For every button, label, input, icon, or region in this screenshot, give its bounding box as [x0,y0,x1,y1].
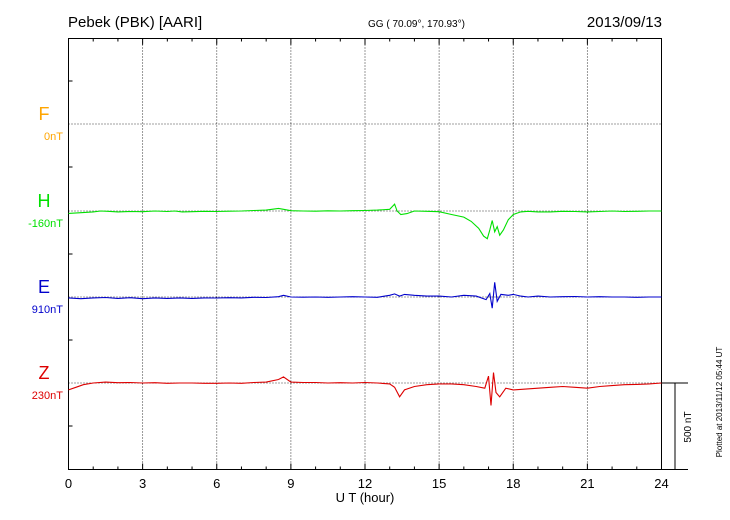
x-tick-label: 21 [580,476,594,491]
plotted-timestamp: Plotted at 2013/11/12 05:44 UT [715,347,724,458]
scale-bar: 500 nT [662,382,694,470]
component-label-z: Z [39,363,50,383]
coordinates-subtitle: GG ( 70.09°, 170.93°) [368,19,465,30]
baseline-label-e: 910nT [32,304,63,316]
grid-lines [68,38,662,470]
baseline-label-f: 0nT [44,131,63,143]
date-title: 2013/09/13 [587,14,662,31]
component-labels: F 0nT H -160nT E 910nT Z 230nT [28,104,63,402]
x-tick-label: 0 [65,476,72,491]
scale-bar-label: 500 nT [683,411,694,442]
x-tick-label: 9 [287,476,294,491]
x-axis-label: U T (hour) [336,490,395,505]
series-line-e [68,282,662,309]
x-tick-label: 6 [213,476,220,491]
baseline-label-h: -160nT [28,218,63,230]
x-tick-label: 24 [654,476,668,491]
baseline-label-z: 230nT [32,390,63,402]
station-title: Pebek (PBK) [AARI] [68,14,202,31]
x-tick-label: 3 [139,476,146,491]
component-label-h: H [38,191,51,211]
x-tick-label: 18 [506,476,520,491]
component-label-e: E [38,277,50,297]
x-tick-label: 15 [432,476,446,491]
component-label-f: F [39,104,50,124]
series-line-h [68,203,662,240]
series-line-z [68,372,662,406]
series-lines [68,203,662,406]
x-tick-label: 12 [358,476,372,491]
x-axis-ticks: 0 3 6 9 12 15 18 21 24 [65,38,669,491]
